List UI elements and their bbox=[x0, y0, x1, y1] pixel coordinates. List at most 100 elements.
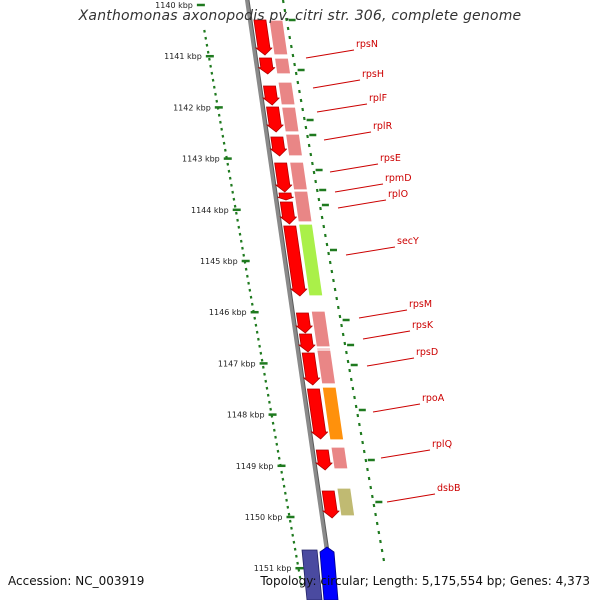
left-rail-dot bbox=[235, 211, 238, 215]
tick-label: 1147 kbp bbox=[218, 359, 256, 368]
right-rail-dot bbox=[367, 476, 371, 481]
right-rail-dot bbox=[302, 116, 306, 121]
right-rail-dot bbox=[351, 386, 355, 391]
gene-leader-rpsN bbox=[305, 49, 355, 59]
right-rail-dot bbox=[309, 152, 313, 157]
gene-label-secY: secY bbox=[397, 236, 419, 247]
right-rail-dot bbox=[340, 323, 343, 328]
right-rail-dot bbox=[362, 449, 366, 454]
gene-box-rplO bbox=[293, 190, 313, 223]
left-rail-dot bbox=[296, 561, 299, 565]
tick-label: 1149 kbp bbox=[236, 462, 274, 471]
right-rail-dot bbox=[293, 62, 296, 67]
gene-leader-rpsD bbox=[366, 357, 415, 367]
right-rail-dot bbox=[291, 53, 295, 58]
gene-label-rplF: rplF bbox=[369, 93, 387, 104]
gene-leader-rpsM bbox=[358, 309, 408, 319]
right-rail-dot bbox=[304, 125, 308, 130]
left-rail-dot bbox=[241, 246, 244, 250]
gene-leader-dsbB bbox=[386, 493, 436, 503]
gene-arrow bbox=[262, 85, 281, 106]
right-rail-dot bbox=[286, 26, 290, 31]
right-rail-dot bbox=[354, 404, 358, 409]
right-rail-dot bbox=[312, 170, 316, 175]
tick-label: 1141 kbp bbox=[164, 52, 202, 61]
left-rail-dot bbox=[237, 225, 241, 229]
dark-blue-gene bbox=[301, 549, 323, 600]
left-rail-dot bbox=[284, 491, 287, 495]
left-rail-dot bbox=[271, 421, 275, 425]
blue-gene bbox=[319, 546, 339, 600]
left-rail-dot bbox=[258, 344, 261, 348]
gene-box-dsbB bbox=[336, 487, 356, 517]
right-rail-dot bbox=[374, 512, 377, 517]
right-rail-dot bbox=[327, 251, 330, 256]
left-rail-dot bbox=[282, 484, 286, 488]
gene-leader-rplQ bbox=[380, 449, 431, 459]
gene-arrow bbox=[297, 333, 316, 353]
gene-label-rpmD: rpmD bbox=[385, 173, 412, 184]
left-rail-dot bbox=[204, 36, 208, 40]
gene-box-rplR bbox=[280, 106, 300, 133]
left-rail-dot bbox=[206, 50, 210, 54]
gene-arrow bbox=[277, 192, 294, 201]
gene-box-rpsE bbox=[284, 133, 304, 157]
left-rail-dot bbox=[215, 99, 219, 103]
right-rail-dot bbox=[317, 197, 321, 202]
gene-leader-rpsE bbox=[329, 163, 379, 173]
left-rail-dot bbox=[250, 302, 254, 306]
gene-box-rplF bbox=[277, 81, 296, 106]
gene-label-rplO: rplO bbox=[388, 189, 408, 200]
tick-label: 1151 kbp bbox=[254, 564, 292, 573]
right-rail-dot bbox=[345, 350, 348, 355]
right-rail-dot bbox=[328, 260, 332, 265]
left-rail-dot bbox=[231, 190, 235, 194]
right-rail-dot bbox=[369, 485, 373, 490]
right-rail-dot bbox=[346, 359, 350, 364]
right-rail-dot bbox=[322, 224, 326, 229]
right-rail-dot bbox=[371, 494, 374, 499]
right-rail-dot bbox=[283, 8, 287, 13]
right-rail-dot bbox=[358, 422, 361, 427]
left-rail-dot bbox=[260, 358, 264, 362]
backbone-line bbox=[244, 0, 337, 600]
right-rail-dot bbox=[325, 242, 329, 247]
topology-info-text: Topology: circular; Length: 5,175,554 bp… bbox=[260, 574, 590, 588]
gene-arrow bbox=[257, 57, 276, 75]
right-rail-dot bbox=[298, 89, 301, 94]
left-rail-dot bbox=[264, 379, 268, 383]
right-rail-dot bbox=[333, 287, 337, 292]
left-rail-dot bbox=[266, 393, 270, 397]
gene-arrow bbox=[306, 388, 329, 440]
right-rail-dot bbox=[290, 44, 293, 49]
gene-leader-secY bbox=[345, 246, 396, 256]
right-rail-dot bbox=[338, 314, 342, 319]
right-rail-dot bbox=[348, 368, 352, 373]
gene-arrow bbox=[314, 449, 334, 471]
gene-leader-rplF bbox=[316, 103, 368, 113]
right-rail-dot bbox=[379, 539, 382, 544]
right-rail-dot bbox=[306, 134, 309, 139]
gene-box-rpoA bbox=[321, 386, 345, 441]
left-rail-dot bbox=[217, 113, 221, 117]
gene-box-rpmD bbox=[288, 161, 309, 191]
gene-label-dsbB: dsbB bbox=[437, 483, 461, 494]
left-rail-dot bbox=[299, 582, 303, 586]
right-rail-dot bbox=[366, 467, 369, 472]
left-rail-dot bbox=[227, 169, 231, 173]
right-rail-dot bbox=[315, 188, 319, 193]
gene-leader-rpoA bbox=[372, 403, 421, 413]
right-rail-dot bbox=[377, 530, 381, 535]
gene-box-rpsH bbox=[273, 57, 292, 75]
left-rail-dot bbox=[261, 365, 265, 369]
gene-box-rpsD bbox=[316, 349, 337, 385]
left-rail-dot bbox=[280, 470, 284, 474]
left-rail-dot bbox=[254, 323, 258, 327]
tick-label: 1142 kbp bbox=[173, 103, 211, 112]
left-rail-dot bbox=[239, 239, 243, 243]
right-rail-dot bbox=[299, 98, 303, 103]
left-rail-dot bbox=[247, 281, 250, 285]
gene-arrow bbox=[321, 490, 341, 519]
